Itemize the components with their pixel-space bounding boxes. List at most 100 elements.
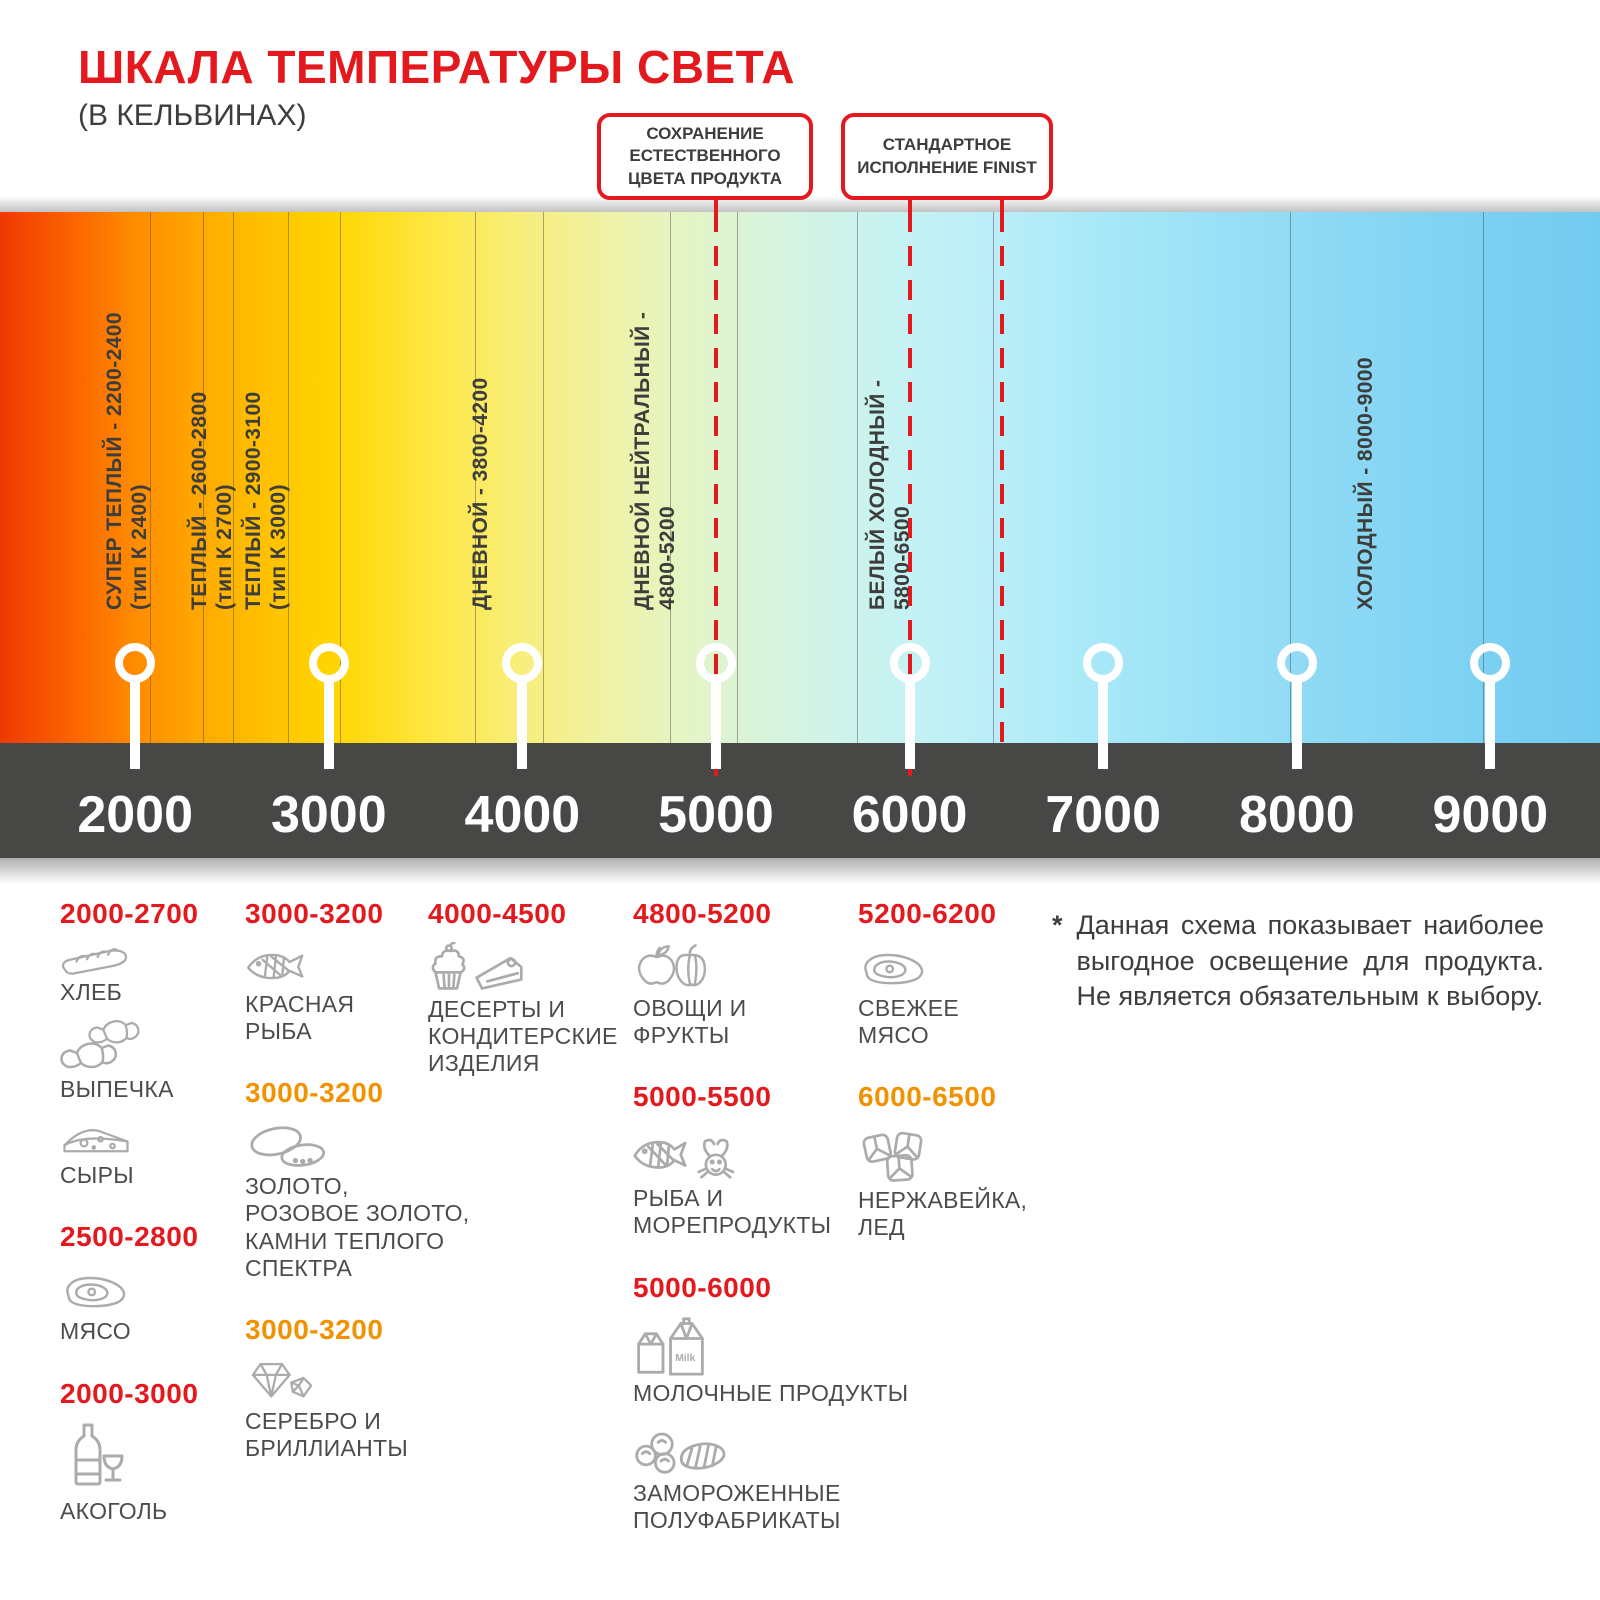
category-group: 2000-3000 АКОГОЛЬ — [60, 1377, 240, 1525]
zone-label-name: ДНЕВНОЙ НЕЙТРАЛЬНЫЙ - — [631, 311, 654, 610]
callout-connector-line — [907, 198, 912, 213]
kelvin-tick-label: 8000 — [1238, 786, 1355, 844]
category-group: 4800-5200 ОВОЩИ И ФРУКТЫ — [633, 900, 933, 1049]
temperature-range-heading: 4800-5200 — [633, 898, 772, 929]
callout-connector-line — [1000, 198, 1005, 213]
zone-label-name: СУПЕР ТЕПЛЫЙ - 2200-2400 — [103, 312, 126, 610]
croissant-icon — [60, 1019, 240, 1072]
scale-marker-stem — [1485, 681, 1496, 769]
category-group: 2000-2700 ХЛЕБ ВЫПЕЧКА СЫРЫ — [60, 900, 240, 1189]
kelvin-tick-label: 2000 — [77, 786, 194, 844]
kelvin-tick-label: 6000 — [851, 786, 968, 844]
category-group: 5200-6200 СВЕЖЕЕ МЯСО — [858, 900, 1068, 1049]
category-label: МЯСО — [60, 1318, 131, 1345]
category-item: РЫБА И МОРЕПРОДУКТЫ — [633, 1125, 933, 1239]
category-label: НЕРЖАВЕЙКА, ЛЕД — [858, 1187, 1028, 1241]
highlight-dashed-line — [907, 212, 912, 790]
temperature-range-heading: 3000-3200 — [245, 898, 384, 929]
scale-marker — [1083, 643, 1124, 683]
kelvin-tick-label: 7000 — [1045, 786, 1162, 844]
zone-boundary-line — [670, 212, 672, 743]
top-shadow-divider — [0, 196, 1600, 212]
category-item: ВЫПЕЧКА — [60, 1019, 240, 1103]
category-label: ОВОЩИ И ФРУКТЫ — [633, 995, 747, 1049]
rings-icon — [245, 1121, 485, 1169]
scale-marker — [115, 643, 156, 683]
category-item: СЫРЫ — [60, 1116, 240, 1189]
category-group: 3000-3200 ЗОЛОТО, РОЗОВОЕ ЗОЛОТО, КАМНИ Т… — [245, 1079, 485, 1282]
category-label: СЫРЫ — [60, 1162, 134, 1189]
category-column: 3000-3200 КРАСНАЯ РЫБА 3000-3200 ЗОЛОТО, РО… — [245, 900, 485, 1496]
footnote-asterisk: * — [1052, 910, 1063, 940]
dessert-icon — [428, 942, 633, 992]
kelvin-tick-label: 4000 — [464, 786, 581, 844]
category-label: КРАСНАЯ РЫБА — [245, 991, 355, 1045]
zone-label-name: ТЕПЛЫЙ - 2600-2800 — [187, 391, 211, 610]
category-label: ЗОЛОТО, РОЗОВОЕ ЗОЛОТО, КАМНИ ТЕПЛОГО СП… — [245, 1173, 470, 1281]
zone-label: СУПЕР ТЕПЛЫЙ - 2200-2400 (тип К 2400) — [102, 312, 152, 610]
category-label: ДЕСЕРТЫ И КОНДИТЕРСКИЕ ИЗДЕЛИЯ — [428, 996, 618, 1077]
category-group: 6000-6500 НЕРЖАВЕЙКА, ЛЕД — [858, 1083, 1068, 1241]
diamond-icon — [245, 1358, 485, 1404]
kelvin-axis: 2000 3000 4000 5000 6000 7000 8000 9000 — [0, 743, 1600, 858]
temperature-range-heading: 3000-3200 — [245, 1077, 384, 1109]
steak-icon — [858, 942, 1068, 991]
zone-label-name: БЕЛЫЙ ХОЛОДНЫЙ - — [866, 379, 890, 610]
category-item: КРАСНАЯ РЫБА — [245, 942, 485, 1045]
temperature-range-heading: 5200-6200 — [858, 898, 997, 929]
category-label: МОЛОЧНЫЕ ПРОДУКТЫ — [633, 1379, 909, 1406]
callout-natural-color-text: СОХРАНЕНИЕ ЕСТЕСТВЕННОГО ЦВЕТА ПРОДУКТА — [628, 124, 782, 188]
category-item: МЯСО — [60, 1265, 240, 1345]
highlight-dashed-line — [714, 212, 718, 790]
category-group: 5000-6000 Milk МОЛОЧНЫЕ ПРОДУКТЫ ЗАМОРОЖЕНН… — [633, 1271, 933, 1534]
zone-label: ХОЛОДНЫЙ - 8000-9000 — [1353, 357, 1378, 610]
zone-boundary-line — [736, 212, 738, 743]
page-title: ШКАЛА ТЕМПЕРАТУРЫ СВЕТА — [78, 41, 796, 93]
zone-label-name: ДНЕВНОЙ - 3800-4200 — [468, 377, 492, 610]
frozen-icon — [633, 1420, 933, 1476]
fruits-icon — [633, 942, 933, 991]
scale-marker-stem — [711, 681, 721, 769]
scale-marker-stem — [130, 681, 141, 769]
temperature-range-heading: 5000-6000 — [633, 1271, 772, 1303]
zone-label-range: (тип К 3000) — [267, 484, 291, 610]
category-label: СЕРЕБРО И БРИЛЛИАНТЫ — [245, 1407, 409, 1461]
callout-connector-line — [714, 198, 718, 213]
category-item: АКОГОЛЬ — [60, 1422, 240, 1525]
scale-marker-stem — [1098, 681, 1109, 769]
zone-boundary-line — [992, 212, 994, 743]
category-item: НЕРЖАВЕЙКА, ЛЕД — [858, 1125, 1068, 1241]
highlight-dashed-line — [1000, 212, 1005, 743]
category-label: ХЛЕБ — [60, 979, 123, 1005]
category-label: РЫБА И МОРЕПРОДУКТЫ — [633, 1185, 832, 1239]
scale-marker-stem — [517, 681, 528, 769]
zone-boundary-line — [543, 212, 545, 743]
page-subtitle: (В КЕЛЬВИНАХ) — [78, 99, 307, 132]
category-item: ЗАМОРОЖЕННЫЕ ПОЛУФАБРИКАТЫ — [633, 1420, 933, 1534]
temperature-range-heading: 2000-3000 — [60, 1377, 199, 1409]
scale-marker-stem — [1291, 681, 1302, 769]
cheese-icon — [60, 1116, 240, 1158]
zone-boundary-line — [856, 212, 858, 743]
scale-marker — [1470, 643, 1511, 683]
category-item: Milk МОЛОЧНЫЕ ПРОДУКТЫ — [633, 1316, 933, 1407]
scale-marker-stem — [904, 681, 915, 769]
temperature-range-heading: 5000-5500 — [633, 1081, 772, 1113]
svg-text:Milk: Milk — [675, 1353, 695, 1364]
category-label: АКОГОЛЬ — [60, 1497, 168, 1524]
ice-icon — [858, 1125, 1068, 1183]
temperature-gradient: СУПЕР ТЕПЛЫЙ - 2200-2400 (тип К 2400) ТЕПЛ… — [0, 212, 1600, 743]
fish-icon — [245, 942, 485, 987]
callout-finist-standard: СТАНДАРТНОЕ ИСПОЛНЕНИЕ FINIST — [841, 113, 1053, 200]
zone-boundary-line — [288, 212, 289, 743]
category-item: СВЕЖЕЕ МЯСО — [858, 942, 1068, 1049]
seafood-icon — [633, 1125, 933, 1181]
category-label: ЗАМОРОЖЕННЫЕ ПОЛУФАБРИКАТЫ — [633, 1479, 841, 1533]
category-group: 3000-3200 КРАСНАЯ РЫБА — [245, 900, 485, 1045]
footnote: * Данная схема показывает наиболее выгод… — [1052, 908, 1544, 1015]
category-column: 4000-4500 ДЕСЕРТЫ И КОНДИТЕРСКИЕ ИЗДЕЛИЯ — [428, 900, 633, 1111]
callout-finist-standard-text: СТАНДАРТНОЕ ИСПОЛНЕНИЕ FINIST — [857, 135, 1037, 177]
footnote-text: Данная схема показывает наиболее выгодно… — [1076, 910, 1544, 1012]
scale-marker-stem — [323, 681, 334, 769]
